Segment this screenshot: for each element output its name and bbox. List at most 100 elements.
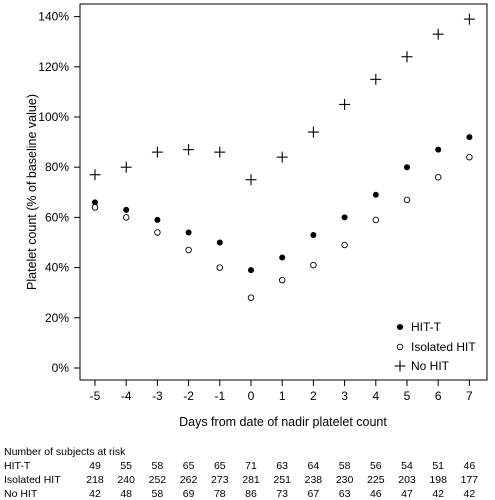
risk-cell: 63 (276, 460, 289, 472)
risk-cell: 47 (401, 488, 413, 500)
y-tick-label: 100% (38, 110, 69, 124)
risk-cell: 218 (86, 474, 104, 486)
plot-frame (79, 3, 488, 381)
risk-cell: 65 (182, 460, 195, 472)
data-point (276, 151, 288, 163)
data-point (92, 199, 98, 206)
data-point (435, 146, 442, 153)
risk-cell: 58 (151, 488, 164, 500)
x-tick-label: 7 (466, 389, 473, 403)
risk-cell: 48 (120, 488, 133, 500)
data-point (372, 191, 379, 198)
data-point (372, 216, 380, 224)
y-axis: 0% 20% 40% 60% 80% 100% 120% 140% (38, 10, 80, 375)
risk-cell: 64 (307, 460, 320, 472)
data-point (151, 146, 163, 158)
y-tick-label: 80% (45, 160, 69, 174)
risk-row-label: HIT-T (4, 460, 31, 472)
data-point (463, 13, 475, 25)
data-points (89, 13, 475, 301)
y-axis-label: Platelet count (% of baseline value) (25, 94, 39, 290)
data-point (245, 174, 257, 186)
y-tick-label: 120% (38, 60, 69, 74)
data-point (278, 276, 286, 284)
risk-cell: 238 (304, 474, 323, 486)
y-tick-label: 140% (38, 10, 69, 24)
risk-cell: 56 (369, 460, 382, 472)
data-point (248, 267, 254, 274)
data-point (466, 153, 473, 161)
data-point (185, 229, 192, 236)
data-point (91, 204, 99, 211)
data-point (341, 241, 348, 249)
data-point (434, 173, 442, 181)
risk-cell: 42 (463, 488, 476, 500)
risk-cell: 203 (398, 474, 416, 486)
data-point (307, 126, 319, 138)
legend-marker (396, 343, 404, 351)
x-tick-label: -2 (183, 389, 194, 403)
risk-cell: 42 (432, 488, 445, 500)
legend-marker (394, 360, 406, 372)
x-axis-label: Days from date of nadir platelet count (179, 415, 387, 429)
x-tick-label: -5 (90, 389, 101, 403)
legend-label: No HIT (411, 359, 450, 373)
data-point (123, 206, 130, 213)
x-tick-label: 4 (372, 389, 379, 403)
x-tick-label: -3 (152, 389, 163, 403)
legend-label: HIT-T (411, 320, 442, 334)
x-tick-label: -1 (214, 389, 225, 403)
risk-cell: 252 (148, 474, 167, 486)
y-tick-label: 20% (45, 311, 69, 325)
x-tick-label: 1 (279, 389, 286, 403)
data-point (214, 146, 226, 158)
risk-cell: 63 (338, 488, 351, 500)
risk-cell: 73 (276, 488, 289, 500)
data-point (310, 231, 317, 238)
risk-cell: 51 (432, 460, 445, 472)
x-tick-label: 5 (404, 389, 411, 403)
legend-marker (397, 324, 403, 330)
risk-cell: 198 (429, 474, 447, 486)
risk-cell: 230 (335, 474, 354, 486)
risk-cell: 69 (182, 488, 195, 500)
data-point (279, 254, 286, 261)
x-axis: -5 -4 -3 -2 -1 0 1 2 3 4 5 6 7 (90, 380, 473, 403)
data-point (466, 134, 473, 141)
data-point (216, 239, 223, 246)
risk-table-title: Number of subjects at risk (4, 446, 126, 458)
data-point (89, 169, 101, 181)
x-tick-label: -4 (121, 389, 132, 403)
series-no-hit (89, 13, 475, 186)
risk-cell: 177 (460, 474, 479, 486)
data-point (183, 144, 195, 156)
risk-cell: 55 (120, 460, 133, 472)
data-point (404, 164, 410, 171)
risk-cell: 46 (369, 488, 382, 500)
risk-cell: 240 (117, 474, 135, 486)
data-point (120, 161, 132, 173)
risk-cell: 78 (213, 488, 226, 500)
risk-cell: 54 (401, 460, 413, 472)
y-tick-label: 60% (45, 210, 69, 224)
data-point (185, 246, 192, 254)
risk-cell: 49 (89, 460, 101, 472)
series-isolated-hit (91, 153, 473, 301)
data-point (341, 214, 348, 221)
series-hit-t (92, 134, 473, 274)
risk-cell: 58 (338, 460, 351, 472)
data-point (122, 214, 130, 221)
data-point (403, 196, 411, 204)
risk-cell: 86 (245, 488, 257, 500)
risk-cell: 71 (245, 460, 257, 472)
y-tick-label: 0% (52, 361, 70, 375)
risk-row-label: Isolated HIT (4, 474, 61, 486)
data-point (216, 264, 224, 271)
data-point (310, 261, 317, 269)
risk-cell: 65 (213, 460, 226, 472)
legend-label: Isolated HIT (411, 340, 476, 354)
data-point (339, 98, 351, 110)
y-tick-label: 40% (45, 261, 69, 275)
risk-cell: 273 (211, 474, 229, 486)
data-point (154, 216, 161, 223)
